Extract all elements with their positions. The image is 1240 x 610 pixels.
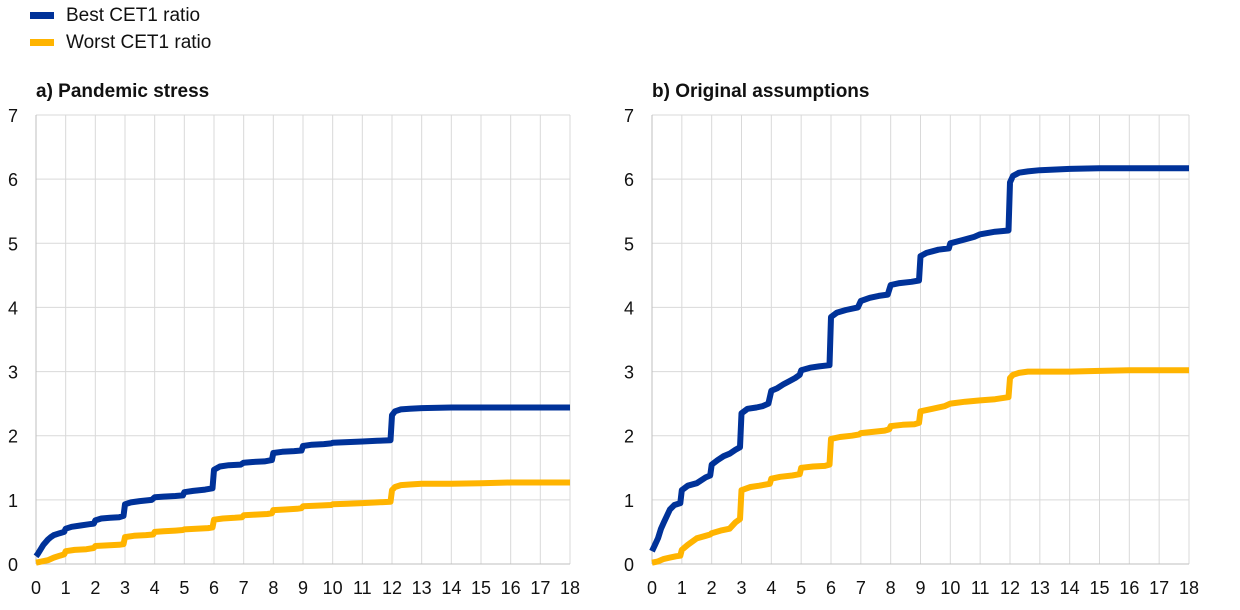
x-tick-label: 8 <box>268 578 278 598</box>
x-tick-label: 15 <box>471 578 491 598</box>
x-tick-label: 13 <box>1030 578 1050 598</box>
legend: Best CET1 ratio Worst CET1 ratio <box>30 2 211 56</box>
x-tick-label: 17 <box>530 578 550 598</box>
x-tick-label: 14 <box>441 578 461 598</box>
x-tick-label: 16 <box>501 578 521 598</box>
x-tick-label: 1 <box>61 578 71 598</box>
x-tick-label: 14 <box>1060 578 1080 598</box>
legend-swatch-best <box>30 12 54 19</box>
x-tick-label: 2 <box>90 578 100 598</box>
y-tick-label: 6 <box>624 170 634 190</box>
x-tick-label: 12 <box>382 578 402 598</box>
x-tick-label: 18 <box>560 578 580 598</box>
series-line-best-cet1-ratio <box>33 404 570 559</box>
x-tick-label: 1 <box>677 578 687 598</box>
y-tick-label: 7 <box>624 106 634 126</box>
x-tick-label: 6 <box>826 578 836 598</box>
x-tick-label: 9 <box>915 578 925 598</box>
series-line-worst-cet1-ratio <box>651 367 1189 566</box>
x-tick-label: 3 <box>120 578 130 598</box>
x-tick-label: 4 <box>150 578 160 598</box>
y-tick-label: 5 <box>624 234 634 254</box>
x-tick-label: 0 <box>647 578 657 598</box>
x-tick-label: 2 <box>707 578 717 598</box>
y-tick-label: 1 <box>624 491 634 511</box>
x-tick-label: 17 <box>1149 578 1169 598</box>
panel-b-title: b) Original assumptions <box>652 81 869 102</box>
x-tick-label: 4 <box>766 578 776 598</box>
x-tick-label: 13 <box>412 578 432 598</box>
x-tick-label: 5 <box>796 578 806 598</box>
legend-item-worst: Worst CET1 ratio <box>30 29 211 56</box>
legend-label-best: Best CET1 ratio <box>66 4 201 26</box>
series-line-best-cet1-ratio <box>649 165 1189 553</box>
y-tick-label: 0 <box>624 555 634 575</box>
y-tick-label: 2 <box>8 427 18 447</box>
x-tick-label: 7 <box>239 578 249 598</box>
x-tick-label: 0 <box>31 578 41 598</box>
y-tick-label: 3 <box>8 363 18 383</box>
y-tick-label: 7 <box>8 106 18 126</box>
x-tick-label: 18 <box>1179 578 1199 598</box>
x-tick-label: 7 <box>856 578 866 598</box>
x-tick-label: 16 <box>1119 578 1139 598</box>
x-tick-label: 9 <box>298 578 308 598</box>
y-tick-label: 4 <box>8 298 18 318</box>
y-tick-label: 4 <box>624 298 634 318</box>
legend-label-worst: Worst CET1 ratio <box>66 31 212 53</box>
x-tick-label: 11 <box>971 578 990 598</box>
x-tick-label: 6 <box>209 578 219 598</box>
y-tick-label: 6 <box>8 170 18 190</box>
x-tick-label: 8 <box>886 578 896 598</box>
x-tick-label: 12 <box>1000 578 1020 598</box>
x-tick-label: 11 <box>353 578 372 598</box>
y-tick-label: 2 <box>624 427 634 447</box>
x-tick-label: 10 <box>940 578 960 598</box>
x-tick-label: 15 <box>1089 578 1109 598</box>
x-tick-label: 3 <box>736 578 746 598</box>
series-line-worst-cet1-ratio <box>35 479 570 566</box>
y-tick-label: 1 <box>8 491 18 511</box>
x-tick-label: 5 <box>179 578 189 598</box>
panel-a-title: a) Pandemic stress <box>36 81 209 102</box>
x-tick-label: 10 <box>323 578 343 598</box>
y-tick-label: 5 <box>8 234 18 254</box>
y-tick-label: 3 <box>624 363 634 383</box>
y-tick-label: 0 <box>8 555 18 575</box>
legend-swatch-worst <box>30 39 54 46</box>
legend-item-best: Best CET1 ratio <box>30 2 211 29</box>
